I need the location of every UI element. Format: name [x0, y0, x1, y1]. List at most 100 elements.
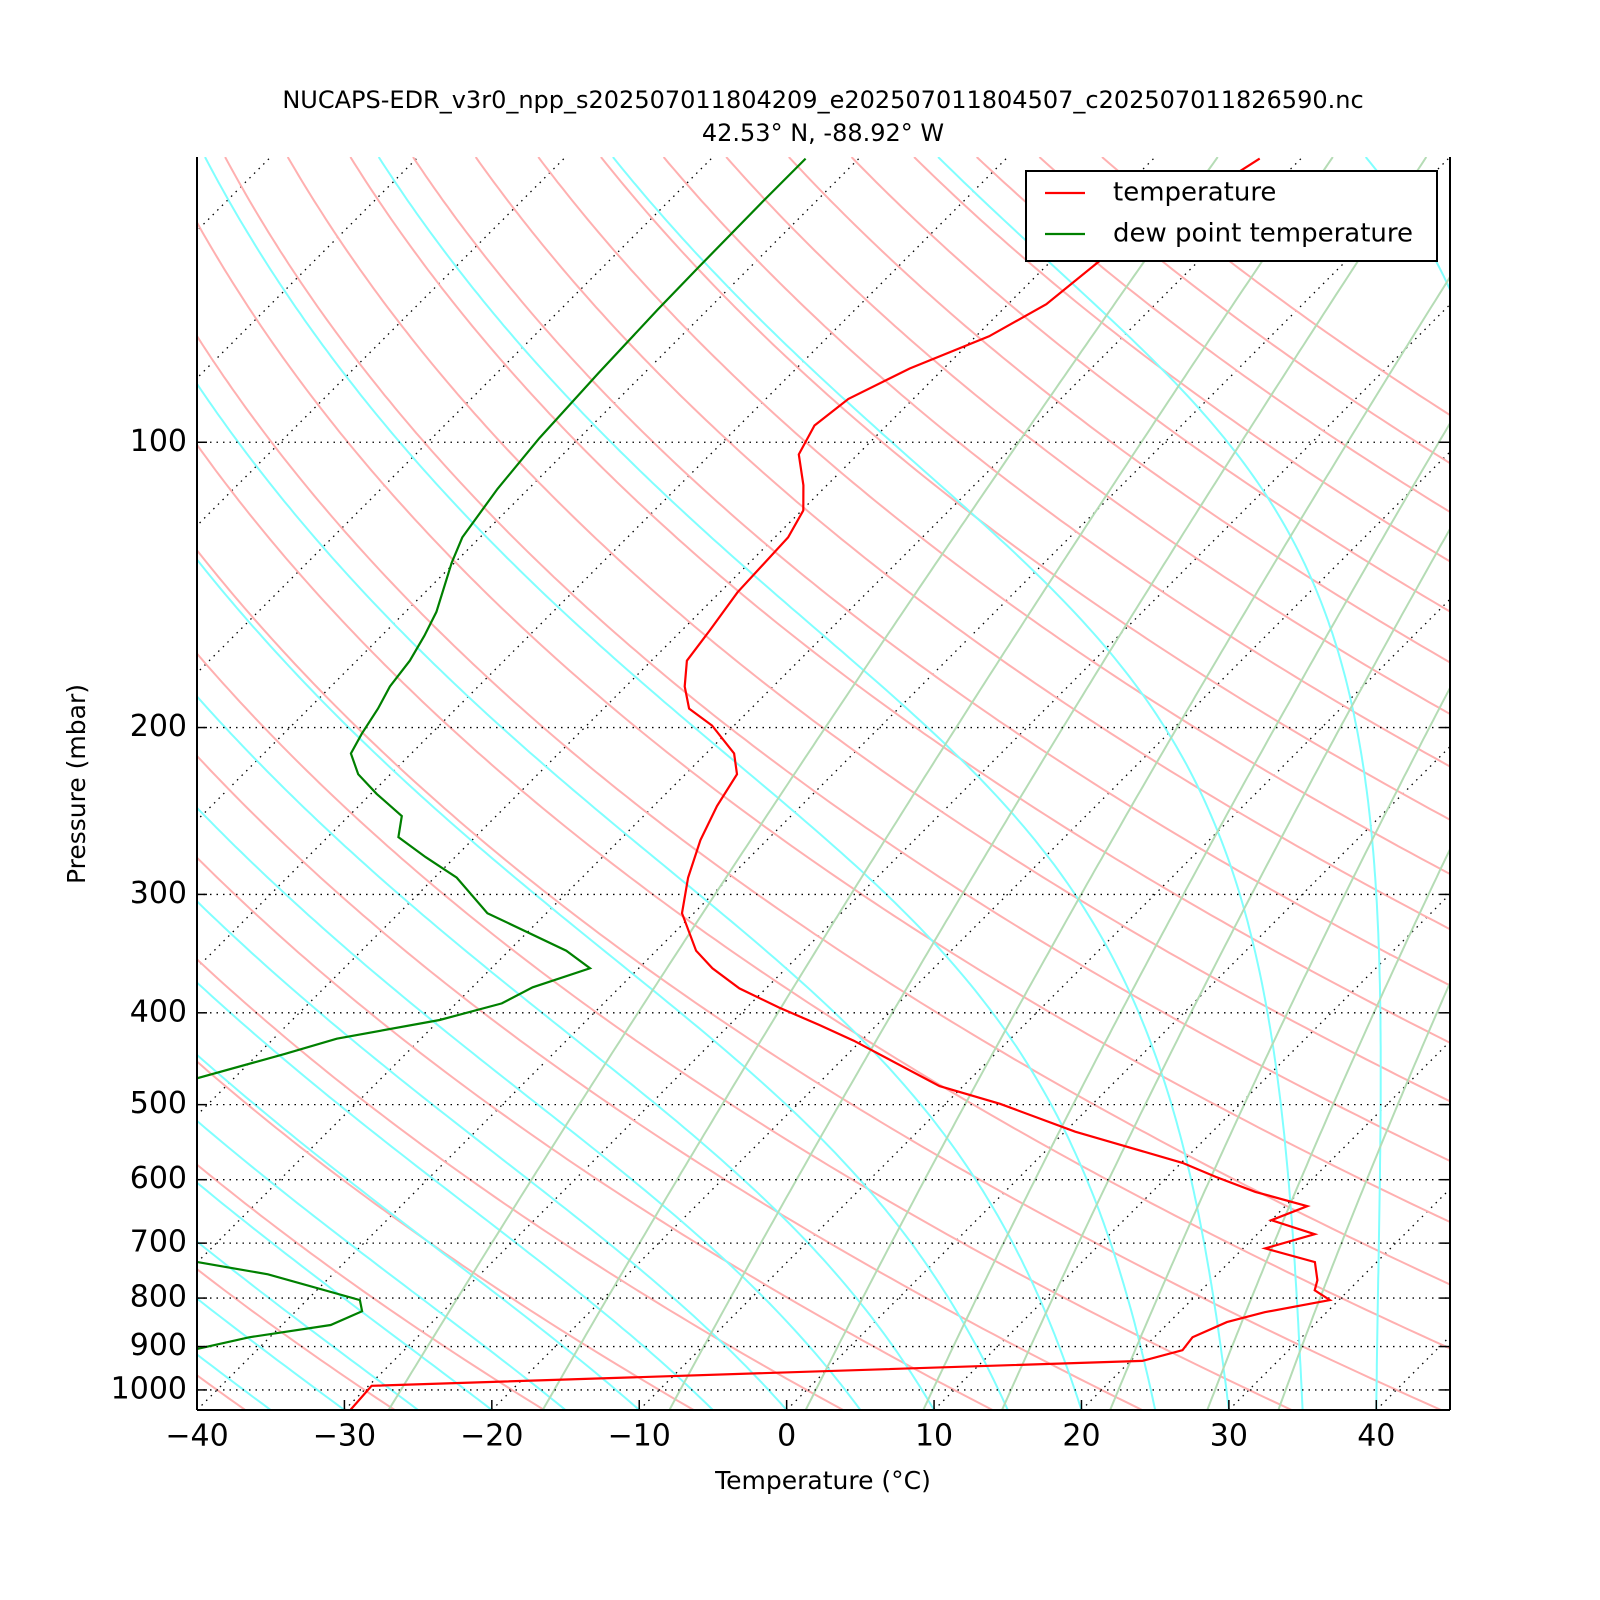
isotherm	[786, 745, 1450, 1410]
plot-area	[197, 157, 1450, 1410]
legend-box	[1025, 170, 1438, 262]
dry-adiabat	[224, 157, 1450, 1163]
moist-adiabat	[197, 1119, 567, 1410]
y-tick-label: 700	[130, 1225, 187, 1260]
mixing-ratio-line	[804, 275, 1450, 1410]
dry-adiabat	[197, 1060, 695, 1410]
y-tick-label: 500	[130, 1086, 187, 1121]
y-tick-label: 300	[130, 876, 187, 911]
mixing-ratio-line	[668, 157, 1428, 1410]
dry-adiabat	[474, 157, 1450, 931]
dry-adiabat	[197, 1374, 246, 1410]
moist-adiabat	[197, 1353, 272, 1410]
y-axis-label: Pressure (mbar)	[62, 684, 91, 884]
moist-adiabat	[197, 558, 1009, 1410]
moist-adiabat	[197, 1181, 493, 1410]
dry-adiabat	[412, 157, 1450, 987]
dry-adiabat	[197, 1163, 545, 1410]
moist-adiabat	[197, 694, 935, 1410]
dry-adiabat	[537, 157, 1450, 876]
chart-subtitle: 42.53° N, -88.92° W	[702, 119, 944, 147]
isotherm	[197, 157, 566, 527]
dry-adiabat	[197, 548, 1442, 1410]
moist-adiabat	[197, 806, 862, 1410]
y-tick-label: 900	[130, 1328, 187, 1363]
dry-adiabat	[788, 157, 1450, 664]
moist-adiabat	[377, 157, 1230, 1410]
dry-adiabat	[976, 157, 1450, 514]
isotherm	[1081, 1040, 1450, 1410]
x-tick-label: −30	[313, 1419, 376, 1454]
dry-adiabat	[197, 220, 1450, 1224]
isotherm	[197, 157, 419, 380]
dry-adiabat	[197, 754, 1143, 1410]
x-tick-label: 0	[777, 1419, 796, 1454]
moist-adiabat	[197, 382, 1083, 1410]
y-tick-label: 400	[130, 994, 187, 1029]
mixing-ratio-line	[922, 421, 1450, 1410]
profile-line	[197, 157, 807, 1080]
x-tick-label: −10	[608, 1419, 671, 1454]
legend-label: dew point temperature	[1113, 219, 1413, 249]
y-tick-label: 100	[130, 424, 187, 459]
dry-adiabat	[600, 157, 1450, 821]
dry-adiabat	[197, 856, 994, 1410]
data-area	[197, 157, 1333, 1410]
dry-adiabat	[197, 652, 1293, 1410]
mixing-ratio-line	[1001, 526, 1450, 1410]
mixing-ratio-line	[541, 157, 1334, 1410]
x-tick-label: 30	[1210, 1419, 1248, 1454]
isotherm	[197, 157, 1156, 1117]
moist-adiabat	[197, 1053, 640, 1410]
dry-adiabat	[197, 958, 844, 1410]
moist-adiabat	[197, 899, 788, 1410]
profile-line	[349, 157, 1333, 1410]
legend: temperature dew point temperature	[1025, 170, 1438, 262]
y-tick-label: 800	[130, 1280, 187, 1315]
moist-adiabat	[197, 981, 714, 1410]
x-tick-label: 10	[915, 1419, 953, 1454]
isotherm	[1375, 1335, 1450, 1410]
mixing-ratio-line	[1109, 685, 1450, 1410]
y-tick-label: 600	[130, 1161, 187, 1196]
x-tick-label: 20	[1062, 1419, 1100, 1454]
isotherm	[197, 157, 714, 674]
x-tick-label: −40	[165, 1419, 228, 1454]
dry-adiabat	[349, 157, 1450, 1044]
profile-line	[197, 1261, 364, 1350]
isotherm	[197, 157, 1304, 1264]
y-tick-label: 1000	[111, 1371, 187, 1406]
isotherm	[197, 157, 272, 232]
x-tick-label: 40	[1357, 1419, 1395, 1454]
dry-adiabat	[1101, 157, 1450, 417]
x-axis-label: Temperature (°C)	[714, 1466, 931, 1495]
dry-adiabat	[286, 157, 1450, 1103]
isotherm	[933, 893, 1450, 1410]
isotherm	[343, 303, 1450, 1410]
dry-adiabat	[725, 157, 1450, 716]
dry-adiabat	[197, 443, 1450, 1350]
dry-adiabat	[1038, 157, 1450, 465]
moist-adiabat	[1364, 157, 1450, 1410]
dry-adiabat	[662, 157, 1450, 768]
isotherm	[491, 450, 1450, 1410]
moist-adiabat	[204, 157, 1157, 1410]
mixing-ratio-line	[387, 157, 1219, 1410]
dry-adiabat	[850, 157, 1450, 613]
dry-adiabat	[197, 334, 1450, 1286]
chart-title: NUCAPS-EDR_v3r0_npp_s202507011804209_e20…	[282, 86, 1363, 114]
moist-adiabat	[197, 1297, 345, 1410]
y-tick-label: 200	[130, 709, 187, 744]
isotherm	[1228, 1187, 1450, 1410]
isotherm	[197, 157, 1009, 969]
x-tick-label: −20	[460, 1419, 523, 1454]
moist-adiabat	[937, 157, 1382, 1410]
dry-adiabat	[913, 157, 1450, 563]
mixing-ratio-line	[1206, 847, 1450, 1410]
isotherm	[638, 598, 1450, 1410]
mixing-ratio-line	[1277, 980, 1450, 1410]
moist-adiabat	[197, 1408, 198, 1410]
isotherm	[197, 157, 1450, 1410]
